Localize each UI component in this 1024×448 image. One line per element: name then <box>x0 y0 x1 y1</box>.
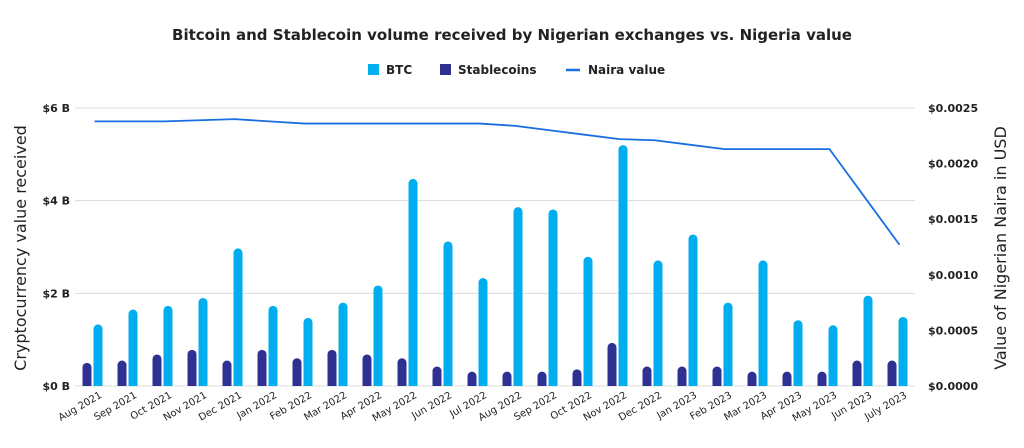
btc-bar <box>338 302 348 386</box>
btc-bar <box>898 316 908 386</box>
btc-bar <box>793 320 803 386</box>
y2-tick-label: $0.0005 <box>928 324 978 337</box>
btc-bar <box>513 207 523 386</box>
btc-bar <box>758 260 768 386</box>
stablecoin-bar <box>327 349 337 386</box>
legend-swatch <box>440 64 451 75</box>
stablecoin-bar <box>117 360 127 386</box>
chart-title: Bitcoin and Stablecoin volume received b… <box>172 26 852 44</box>
stablecoin-bar <box>852 360 862 386</box>
stablecoin-bar <box>397 358 407 386</box>
btc-bar <box>828 325 838 386</box>
y-tick-label: $2 B <box>42 287 70 300</box>
btc-bar <box>93 324 103 386</box>
stablecoin-bar <box>432 366 442 386</box>
btc-bar <box>303 317 313 386</box>
y2-axis-label: Value of Nigerian Naira in USD <box>991 126 1010 370</box>
legend-label: Stablecoins <box>458 63 536 77</box>
legend-label: BTC <box>386 63 412 77</box>
btc-bar <box>443 241 453 386</box>
stablecoin-bar <box>152 354 162 386</box>
btc-bar <box>583 256 593 386</box>
btc-bar <box>863 295 873 386</box>
stablecoin-bar <box>677 366 687 386</box>
btc-bar <box>408 178 418 386</box>
y2-tick-label: $0.0020 <box>928 158 978 171</box>
y2-tick-label: $0.0000 <box>928 380 978 393</box>
y2-tick-label: $0.0025 <box>928 102 978 115</box>
stablecoin-bar <box>747 371 757 386</box>
stablecoin-bar <box>712 366 722 386</box>
y-tick-label: $4 B <box>42 195 70 208</box>
btc-bar <box>268 305 278 386</box>
bars <box>82 145 908 386</box>
grid <box>75 107 915 387</box>
btc-bar <box>163 305 173 386</box>
stablecoin-bar <box>467 371 477 386</box>
btc-bar <box>653 260 663 386</box>
btc-bar <box>478 278 488 386</box>
stablecoin-bar <box>257 349 267 386</box>
btc-bar <box>688 234 698 386</box>
stablecoin-bar <box>292 358 302 386</box>
naira-line <box>94 118 901 246</box>
btc-bar <box>128 309 138 386</box>
y2-tick-label: $0.0015 <box>928 213 978 226</box>
btc-bar <box>618 145 628 386</box>
btc-bar <box>548 209 558 386</box>
btc-bar <box>373 285 383 386</box>
stablecoin-bar <box>82 362 92 386</box>
stablecoin-bar <box>887 360 897 386</box>
y-axis-right: $0.0000 $0.0005 $0.0010 $0.0015 $0.0020 $0.00… <box>928 102 978 393</box>
btc-bar <box>723 302 733 386</box>
y-tick-label: $0 B <box>42 380 70 393</box>
stablecoin-bar <box>817 371 827 386</box>
stablecoin-bar <box>607 342 617 386</box>
stablecoin-bar <box>782 371 792 386</box>
stablecoin-bar <box>222 360 232 386</box>
stablecoin-bar <box>537 371 547 386</box>
y-tick-label: $6 B <box>42 102 70 115</box>
stablecoin-bar <box>502 371 512 386</box>
btc-bar <box>198 297 208 386</box>
stablecoin-bar <box>572 369 582 386</box>
btc-bar <box>233 248 243 386</box>
stablecoin-bar <box>362 354 372 386</box>
naira-value-line <box>94 118 901 246</box>
stablecoin-bar <box>642 366 652 386</box>
y-axis-label: Cryptocurrency value received <box>11 125 30 371</box>
legend: BTC Stablecoins Naira value <box>368 63 665 77</box>
y-axis-left: $0 B $2 B $4 B $6 B <box>42 102 70 393</box>
y2-tick-label: $0.0010 <box>928 269 978 282</box>
legend-swatch <box>368 64 379 75</box>
legend-label: Naira value <box>588 63 665 77</box>
stablecoin-bar <box>187 349 197 386</box>
